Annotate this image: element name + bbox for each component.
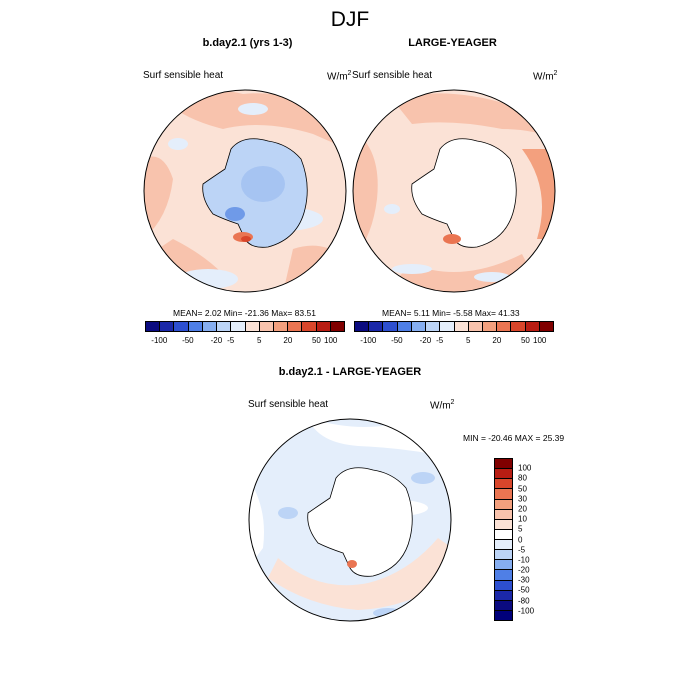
colorbar-tick-label: 80 [518, 473, 527, 483]
colorbar-swatch [495, 499, 512, 510]
colorbar-swatch [468, 322, 483, 331]
colorbar-swatch [495, 580, 512, 591]
colorbar-swatch [355, 322, 370, 331]
panel-1-colorbar-labels: -100 -50 -20 -5 5 20 50 100 [145, 336, 345, 346]
colorbar-tick-label: -100 [518, 606, 535, 616]
panel-2-map [352, 89, 556, 293]
colorbar-swatch [160, 322, 175, 331]
panel-3-colorbar-labels: 100 80 50 30 20 10 5 0 -5 -10 -20 -30 -50 -80 -100 [518, 458, 558, 621]
colorbar-tick-label: 100 [518, 463, 532, 473]
colorbar-swatch [426, 322, 441, 331]
colorbar-swatch [495, 600, 512, 611]
colorbar-swatch [495, 519, 512, 530]
colorbar-swatch [273, 322, 289, 331]
colorbar-tick-label: 20 [492, 336, 502, 345]
panel-3-unit: W/m2 [430, 399, 455, 412]
colorbar-swatch [495, 610, 512, 620]
colorbar-swatch [495, 529, 512, 540]
colorbar-tick-label: -100 [151, 336, 168, 345]
colorbar-tick-label: 100 [533, 336, 547, 345]
colorbar-tick-label: 100 [324, 336, 338, 345]
colorbar-tick-label: -20 [419, 336, 432, 345]
colorbar-swatch [495, 560, 512, 571]
colorbar-tick-label: 50 [518, 484, 527, 494]
panel-2-colorbar [354, 321, 554, 332]
panel-2-colorbar-labels: -100 -50 -20 -5 5 20 50 100 [354, 336, 554, 346]
colorbar-swatch [383, 322, 398, 331]
colorbar-tick-label: 10 [518, 514, 527, 524]
colorbar-swatch [454, 322, 469, 331]
colorbar-swatch [217, 322, 232, 331]
colorbar-swatch [397, 322, 412, 331]
colorbar-swatch [495, 469, 512, 480]
colorbar-swatch [495, 590, 512, 601]
colorbar-tick-label: -5 [436, 336, 444, 345]
colorbar-tick-label: 50 [520, 336, 530, 345]
panel-1-unit: W/m2 [327, 70, 352, 83]
panel-3-colorbar [494, 458, 513, 621]
colorbar-swatch [369, 322, 384, 331]
colorbar-swatch [174, 322, 189, 331]
colorbar-swatch [231, 322, 246, 331]
colorbar-swatch [188, 322, 203, 331]
colorbar-swatch [482, 322, 498, 331]
colorbar-tick-label: -50 [391, 336, 403, 345]
colorbar-swatch [440, 322, 455, 331]
panel-3-title: b.day2.1 - LARGE-YEAGER [278, 366, 422, 378]
colorbar-swatch [316, 322, 331, 331]
colorbar-swatch [495, 540, 512, 551]
main-title: DJF [330, 8, 370, 31]
panel-1-colorbar [145, 321, 345, 332]
colorbar-swatch [495, 570, 512, 581]
colorbar-tick-label: -30 [518, 575, 530, 585]
colorbar-tick-label: -5 [227, 336, 235, 345]
colorbar-swatch [495, 489, 512, 500]
colorbar-swatch [259, 322, 274, 331]
colorbar-tick-label: -50 [518, 585, 530, 595]
colorbar-swatch [411, 322, 427, 331]
colorbar-swatch [495, 550, 512, 561]
colorbar-swatch [146, 322, 161, 331]
panel-2-title: LARGE-YEAGER [408, 37, 497, 49]
colorbar-tick-label: 20 [518, 504, 527, 514]
colorbar-tick-label: -20 [518, 565, 530, 575]
colorbar-swatch [302, 322, 317, 331]
colorbar-tick-label: 20 [283, 336, 293, 345]
panel-1-map [143, 89, 347, 293]
panel-1-stats: MEAN= 2.02 Min= -21.36 Max= 83.51 [173, 308, 316, 318]
colorbar-swatch [202, 322, 218, 331]
colorbar-swatch [245, 322, 260, 331]
colorbar-swatch [511, 322, 526, 331]
colorbar-swatch [497, 322, 512, 331]
panel-2-stats: MEAN= 5.11 Min= -5.58 Max= 41.33 [382, 308, 520, 318]
colorbar-swatch [495, 459, 512, 470]
colorbar-tick-label: 30 [518, 494, 527, 504]
colorbar-tick-label: 50 [311, 336, 321, 345]
colorbar-swatch [525, 322, 540, 331]
colorbar-swatch [495, 509, 512, 520]
colorbar-tick-label: 5 [257, 336, 262, 345]
colorbar-swatch [288, 322, 303, 331]
colorbar-swatch [495, 479, 512, 490]
panel-1-variable: Surf sensible heat [143, 70, 224, 81]
colorbar-tick-label: -10 [518, 555, 530, 565]
panel-1-title: b.day2.1 (yrs 1-3) [202, 37, 293, 49]
colorbar-tick-label: -80 [518, 596, 530, 606]
colorbar-tick-label: -20 [210, 336, 223, 345]
colorbar-tick-label: -5 [518, 545, 526, 555]
colorbar-tick-label: -50 [182, 336, 194, 345]
colorbar-tick-label: 0 [518, 535, 523, 544]
colorbar-tick-label: -100 [360, 336, 377, 345]
panel-3-variable: Surf sensible heat [248, 399, 329, 410]
colorbar-swatch [539, 322, 554, 331]
colorbar-tick-label: 5 [466, 336, 471, 345]
panel-2-variable: Surf sensible heat [352, 70, 433, 81]
colorbar-swatch [330, 322, 345, 331]
panel-3-stats: MIN = -20.46 MAX = 25.39 [463, 433, 565, 443]
panel-3-map [248, 418, 452, 622]
colorbar-tick-label: 5 [518, 524, 523, 534]
panel-2-unit: W/m2 [533, 70, 558, 83]
